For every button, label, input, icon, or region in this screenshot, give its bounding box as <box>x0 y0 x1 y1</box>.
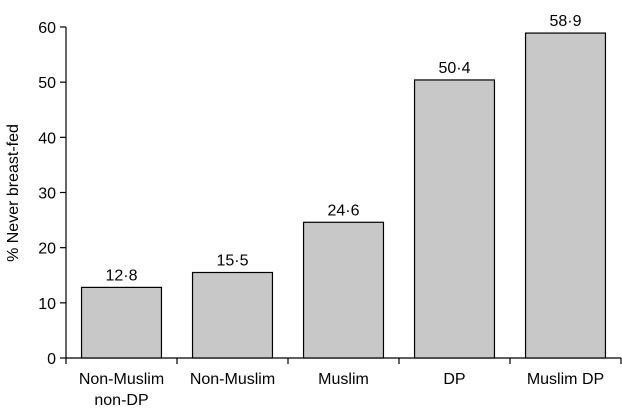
data-label: 24·6 <box>327 202 359 219</box>
data-label: 15·5 <box>216 252 248 269</box>
data-label: 50·4 <box>438 60 470 77</box>
bars <box>80 32 607 359</box>
category-label-line: non-DP <box>94 392 148 409</box>
category-label-line: Muslim <box>318 371 369 388</box>
x-axis <box>65 357 622 364</box>
data-labels: 12·8 15·5 24·6 50·4 58·9 <box>105 13 581 284</box>
y-tick-label: 60 <box>38 20 56 37</box>
data-label: 58·9 <box>549 13 581 30</box>
y-tick-label: 10 <box>38 296 56 313</box>
y-tick-label: 30 <box>38 186 56 203</box>
bar <box>413 79 496 359</box>
category-label: Non-Muslim non-DP <box>79 371 164 409</box>
bar <box>302 221 385 359</box>
y-tick-label: 40 <box>38 130 56 147</box>
y-tick-label: 20 <box>38 241 56 258</box>
y-tick-label: 50 <box>38 75 56 92</box>
y-axis: 0 10 20 30 40 50 60 <box>38 20 67 368</box>
bar <box>80 286 163 359</box>
bar <box>524 32 607 359</box>
category-label: Non-Muslim <box>190 371 275 388</box>
category-label-line: Non-Muslim <box>79 371 164 388</box>
category-label-line: Muslim DP <box>527 371 604 388</box>
y-tick-label: 0 <box>47 351 56 368</box>
category-label-line: Non-Muslim <box>190 371 275 388</box>
category-labels: Non-Muslim non-DP Non-Muslim Muslim DP Muslim… <box>79 371 604 409</box>
data-label: 12·8 <box>105 267 137 284</box>
bar <box>191 271 274 359</box>
y-axis-title: % Never breast-fed <box>5 124 22 262</box>
category-label-line: DP <box>443 371 465 388</box>
category-label: DP <box>443 371 465 388</box>
category-label: Muslim DP <box>527 371 604 388</box>
category-label: Muslim <box>318 371 369 388</box>
